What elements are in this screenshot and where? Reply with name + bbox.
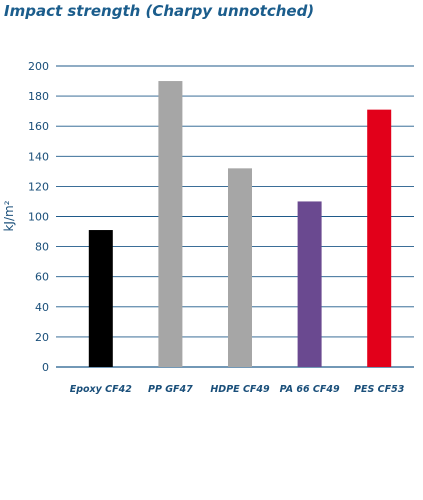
x-category-label: PES CF53 xyxy=(354,384,405,395)
y-axis-label: kJ/m² xyxy=(2,200,16,231)
bar-pa-66-cf49 xyxy=(297,201,322,367)
bar-pes-cf53 xyxy=(367,109,392,368)
bars xyxy=(88,81,392,368)
y-tick-label: 20 xyxy=(35,331,49,344)
bar-epoxy-cf42 xyxy=(88,230,113,367)
bar-hdpe-cf49 xyxy=(228,168,252,367)
x-category-label: Epoxy CF42 xyxy=(70,384,133,395)
y-tick-label: 120 xyxy=(28,180,49,193)
y-tick-label: 200 xyxy=(28,60,49,73)
x-category-label: HDPE CF49 xyxy=(210,384,270,395)
chart-title: Impact strength (Charpy unnotched) xyxy=(4,2,315,20)
y-tick-label: 180 xyxy=(28,90,49,103)
y-tick-label: 80 xyxy=(35,241,49,254)
bar-pp-gf47 xyxy=(158,81,183,368)
y-axis-ticks: 0 20 40 60 80 100 120 140 160 180 200 xyxy=(28,60,49,374)
y-tick-label: 60 xyxy=(35,271,49,284)
x-axis-categories: Epoxy CF42 PP GF47 HDPE CF49 PA 66 CF49 PES … xyxy=(70,384,405,395)
y-tick-label: 40 xyxy=(35,301,49,314)
y-tick-label: 0 xyxy=(42,361,49,374)
y-tick-label: 140 xyxy=(28,150,49,163)
y-tick-label: 160 xyxy=(28,120,49,133)
x-category-label: PP GF47 xyxy=(148,384,193,395)
y-tick-label: 100 xyxy=(28,211,49,224)
x-category-label: PA 66 CF49 xyxy=(280,384,340,395)
